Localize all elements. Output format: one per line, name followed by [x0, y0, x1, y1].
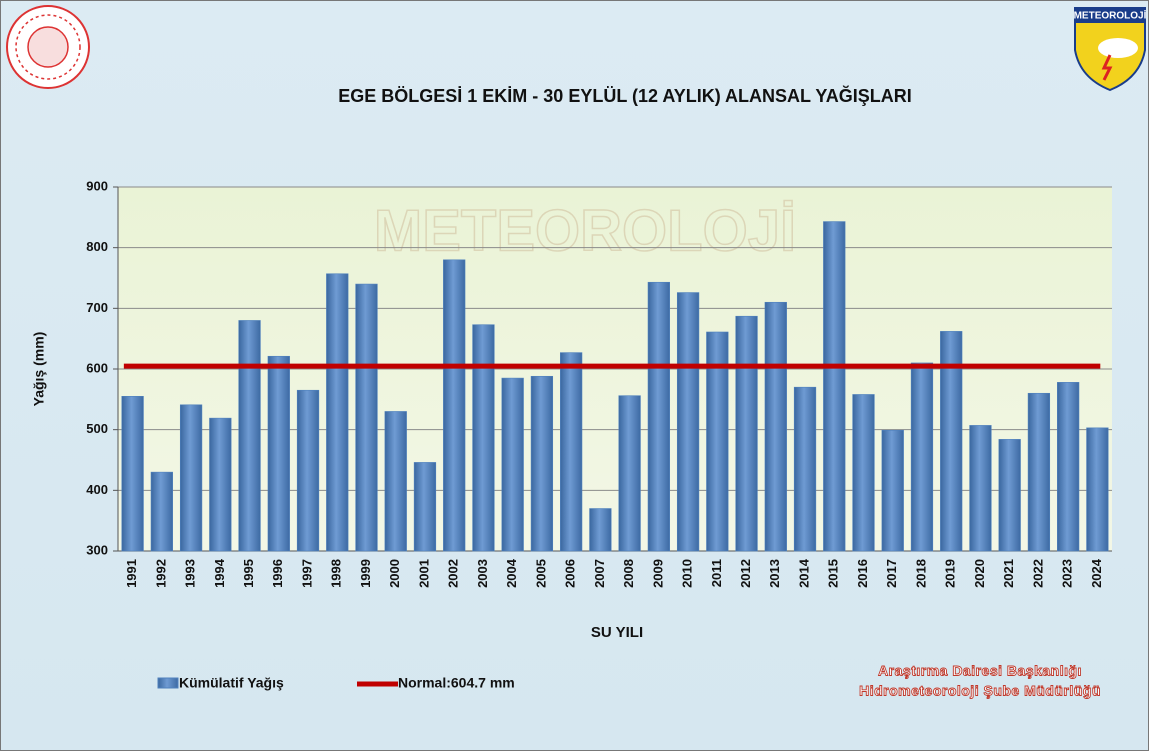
bar [1028, 393, 1050, 551]
x-tick-label: 2022 [1030, 559, 1045, 588]
x-tick-label: 1998 [329, 559, 344, 588]
bar [853, 394, 875, 551]
x-tick-label: 2017 [884, 559, 899, 588]
chart: METEOROLOJİ EGE BÖLGESİ 1 EKİM - 30 EYLÜ… [0, 0, 1149, 751]
x-tick-label: 1991 [124, 559, 139, 588]
y-tick-label: 600 [86, 360, 108, 375]
bar [385, 411, 407, 551]
bar [297, 390, 319, 551]
x-tick-label: 2020 [972, 559, 987, 588]
x-tick-label: 2004 [504, 558, 519, 588]
x-tick-label: 2006 [563, 559, 578, 588]
bar [560, 353, 582, 551]
x-tick-label: 2012 [738, 559, 753, 588]
x-tick-label: 2014 [796, 558, 811, 588]
bar [823, 222, 845, 551]
bar [590, 509, 612, 551]
bar [765, 302, 787, 551]
logo-text: METEOROLOJİ [1074, 9, 1147, 22]
bar [677, 293, 699, 551]
bar [356, 284, 378, 551]
x-tick-label: 2009 [650, 559, 665, 588]
legend-swatch [158, 678, 178, 688]
x-tick-label: 2024 [1089, 558, 1104, 588]
credit: Hidrometeoroloji Şube Müdürlüğü [859, 683, 1101, 699]
x-tick-label: 2008 [621, 559, 636, 588]
watermark: METEOROLOJİ [374, 198, 796, 263]
x-tick-label: 1997 [299, 559, 314, 588]
x-tick-label: 2001 [416, 559, 431, 588]
x-tick-label: 2003 [475, 559, 490, 588]
bar [882, 430, 904, 551]
credit: Araştırma Dairesi Başkanlığı [878, 663, 1082, 679]
x-tick-label: 2015 [826, 559, 841, 588]
x-tick-label: 1992 [153, 559, 168, 588]
bar [443, 260, 465, 551]
bar [999, 439, 1021, 551]
x-tick-label: 2010 [680, 559, 695, 588]
legend-label: Normal:604.7 mm [398, 675, 515, 691]
bar [531, 376, 553, 551]
bar [122, 396, 144, 551]
bar [473, 325, 495, 551]
bar [970, 425, 992, 551]
left-emblem [7, 6, 89, 88]
y-tick-label: 400 [86, 482, 108, 497]
y-axis-label: Yağış (mm) [31, 332, 47, 407]
bar [151, 472, 173, 551]
x-tick-label: 2002 [446, 559, 461, 588]
x-tick-label: 2005 [533, 559, 548, 588]
y-tick-label: 300 [86, 542, 108, 557]
bar [911, 363, 933, 551]
bar [794, 387, 816, 551]
bar [1087, 428, 1109, 551]
bar [268, 356, 290, 551]
bar [502, 378, 524, 551]
bar [210, 418, 232, 551]
bar [414, 462, 436, 551]
x-tick-label: 2018 [913, 559, 928, 588]
x-tick-label: 2000 [387, 559, 402, 588]
x-tick-label: 2019 [943, 559, 958, 588]
x-tick-label: 1999 [358, 559, 373, 588]
x-tick-label: 1995 [241, 559, 256, 588]
x-tick-label: 2007 [592, 559, 607, 588]
x-tick-label: 1993 [183, 559, 198, 588]
bar [619, 396, 641, 551]
legend-label: Kümülatif Yağış [179, 675, 284, 691]
y-tick-label: 800 [86, 239, 108, 254]
y-tick-label: 900 [86, 178, 108, 193]
chart-title: EGE BÖLGESİ 1 EKİM - 30 EYLÜL (12 AYLIK)… [338, 85, 911, 106]
y-tick-label: 700 [86, 300, 108, 315]
bar [1057, 382, 1079, 551]
x-tick-label: 2011 [709, 559, 724, 587]
x-tick-label: 2023 [1060, 559, 1075, 588]
bar [326, 274, 348, 551]
x-tick-label: 2021 [1001, 559, 1016, 588]
x-axis-label: SU YILI [591, 624, 643, 641]
x-tick-label: 1994 [212, 558, 227, 588]
bar [736, 316, 758, 551]
bar [648, 282, 670, 551]
bar [180, 405, 202, 551]
x-tick-label: 1996 [270, 559, 285, 588]
y-tick-label: 500 [86, 421, 108, 436]
x-tick-label: 2013 [767, 559, 782, 588]
x-tick-label: 2016 [855, 559, 870, 588]
bar [239, 320, 261, 551]
